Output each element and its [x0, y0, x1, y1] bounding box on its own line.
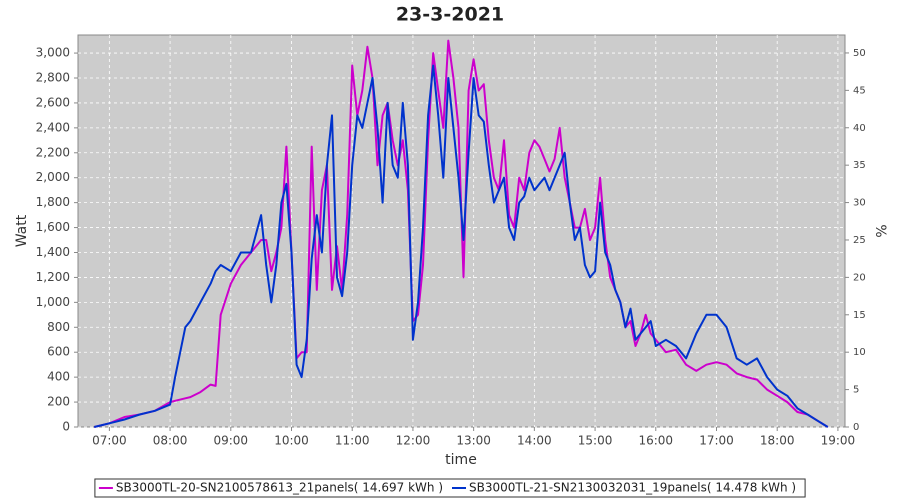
y2-tick-label: 45	[853, 85, 866, 96]
legend-label: SB3000TL-20-SN2100578613_21panels( 14.69…	[116, 481, 443, 495]
y-tick-label: 0	[62, 420, 70, 434]
y2-tick-label: 15	[853, 310, 866, 321]
y2-tick-label: 10	[853, 347, 866, 358]
x-tick-label: 11:00	[335, 434, 370, 448]
x-tick-label: 10:00	[274, 434, 309, 448]
y2-tick-label: 0	[853, 422, 859, 433]
y-tick-label: 1,200	[36, 270, 70, 284]
y-tick-label: 3,000	[36, 46, 70, 60]
y-tick-label: 1,400	[36, 245, 70, 259]
y2-axis-label: %	[872, 224, 888, 237]
x-tick-label: 18:00	[760, 434, 795, 448]
y-tick-label: 1,600	[36, 220, 70, 234]
x-axis-label: time	[445, 452, 477, 468]
y-tick-label: 400	[47, 370, 70, 384]
y2-tick-label: 35	[853, 160, 866, 171]
y-tick-label: 200	[47, 395, 70, 409]
legend: SB3000TL-20-SN2100578613_21panels( 14.69…	[94, 478, 806, 498]
y-tick-label: 1,000	[36, 295, 70, 309]
y2-tick-label: 40	[853, 123, 866, 134]
x-tick-label: 08:00	[153, 434, 188, 448]
y2-tick-label: 5	[853, 385, 859, 396]
y-tick-label: 2,000	[36, 170, 70, 184]
y-tick-label: 2,200	[36, 145, 70, 159]
y-tick-label: 2,600	[36, 95, 70, 109]
x-tick-label: 07:00	[92, 434, 127, 448]
y-tick-label: 600	[47, 345, 70, 359]
legend-box	[94, 478, 806, 498]
y-tick-label: 1,800	[36, 195, 70, 209]
x-tick-label: 13:00	[456, 434, 491, 448]
x-tick-label: 16:00	[638, 434, 673, 448]
y2-tick-label: 25	[853, 235, 866, 246]
y2-tick-label: 20	[853, 272, 866, 283]
y-axis-label: Watt	[14, 214, 30, 247]
x-tick-label: 12:00	[396, 434, 431, 448]
series-line	[93, 64, 829, 428]
y2-tick-label: 30	[853, 198, 866, 209]
chart-title: 23-3-2021	[396, 4, 504, 26]
x-tick-label: 15:00	[578, 434, 613, 448]
x-tick-label: 17:00	[699, 434, 734, 448]
x-tick-label: 19:00	[821, 434, 856, 448]
y2-tick-label: 50	[853, 48, 866, 59]
y-tick-label: 2,800	[36, 71, 70, 85]
legend-label: SB3000TL-21-SN2130032031_19panels( 14.47…	[469, 481, 796, 495]
y-tick-label: 800	[47, 320, 70, 334]
y-tick-label: 2,400	[36, 120, 70, 134]
x-tick-label: 14:00	[517, 434, 552, 448]
x-tick-label: 09:00	[213, 434, 248, 448]
